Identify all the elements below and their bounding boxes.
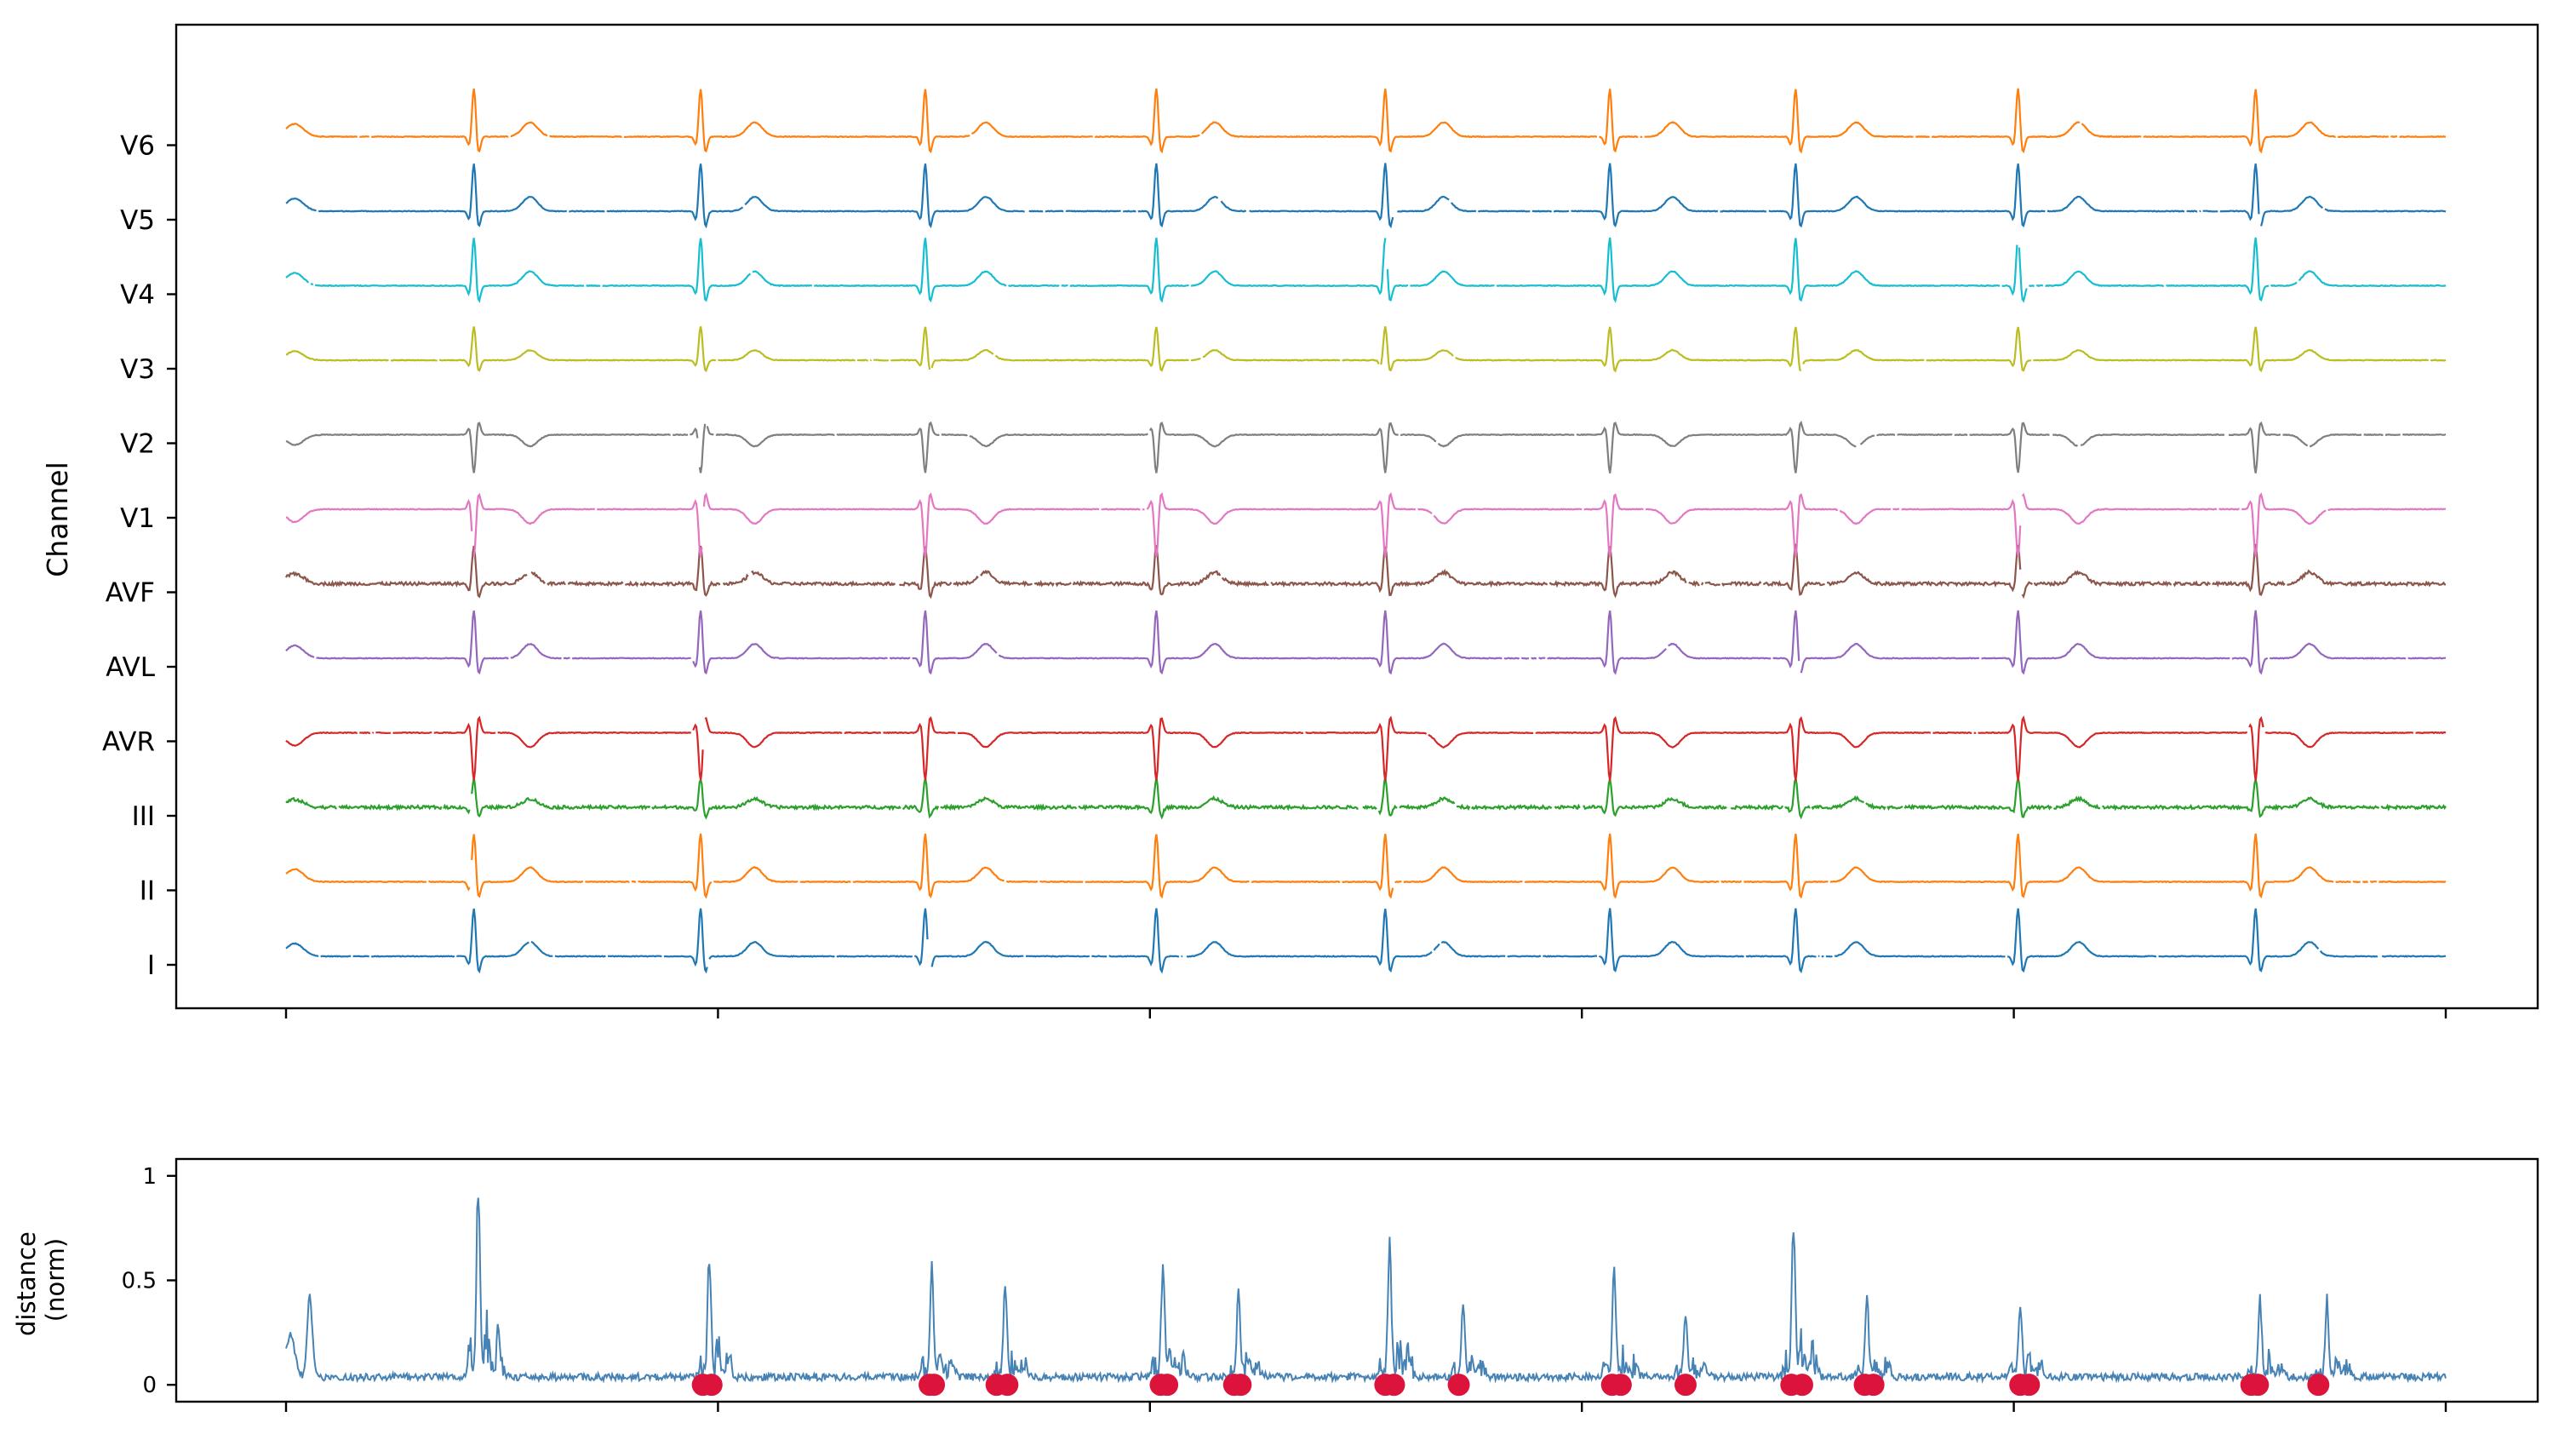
channel-label-v2: V2 [120,429,155,460]
anomaly-marker-5 [996,1374,1019,1397]
trace-v5 [285,163,2447,229]
distance-line [285,1197,2447,1385]
channel-label-v3: V3 [120,354,155,385]
trace-v3 [286,326,2447,373]
distance-y-tick-label-2: 1 [142,1164,157,1190]
anomaly-marker-7 [1156,1374,1179,1397]
anomaly-marker-17 [1790,1374,1813,1397]
distance-y-tick-label-0: 0 [142,1373,157,1398]
distance-axis-title-line1: distance [12,1231,41,1336]
anomaly-marker-21 [2018,1374,2041,1397]
ecg-traces [285,88,2447,974]
trace-ii [285,833,2447,899]
trace-iii [285,775,2447,820]
channel-label-v6: V6 [120,131,155,162]
distance-axis-title-line2: (norm) [41,1238,70,1322]
anomaly-marker-1 [700,1374,723,1397]
channel-label-avl: AVL [106,652,155,683]
anomaly-marker-14 [1609,1374,1632,1397]
anomaly-marker-24 [2307,1374,2330,1397]
channel-label-ii: II [140,876,155,907]
anomaly-marker-11 [1382,1374,1405,1397]
distance-y-tick-label-1: 0.5 [122,1269,157,1294]
anomaly-markers [691,1374,2330,1397]
anomaly-marker-19 [1862,1374,1885,1397]
channel-label-v4: V4 [120,280,155,311]
channel-label-avr: AVR [102,727,155,758]
anomaly-marker-9 [1229,1374,1252,1397]
channel-label-i: I [147,950,155,981]
anomaly-marker-15 [1674,1374,1697,1397]
trace-v6 [285,88,2447,154]
channel-label-avf: AVF [106,578,155,609]
distance-y-ticks: 00.51 [122,1164,176,1398]
trace-avl [285,610,2447,675]
top-panel-frame [175,23,2539,1010]
distance-panel: 00.51 distance (norm) [12,1157,2539,1412]
y-axis-title: Channel [41,462,74,577]
anomaly-marker-12 [1447,1374,1470,1397]
trace-avf [285,543,2447,600]
top-x-ticks [284,1008,2447,1018]
trace-v1 [285,491,2447,558]
anomaly-marker-23 [2247,1374,2270,1397]
distance-axis-title: distance (norm) [12,1224,70,1336]
bottom-x-ticks [284,1402,2447,1412]
channel-label-v5: V5 [120,205,155,236]
channel-label-v1: V1 [120,503,155,534]
trace-v2 [285,420,2447,473]
trace-i [285,908,2447,974]
channel-label-iii: III [132,801,155,832]
distance-trace [285,1197,2447,1385]
trace-v4 [285,237,2447,303]
trace-avr [285,715,2447,782]
anomaly-marker-3 [923,1374,946,1397]
